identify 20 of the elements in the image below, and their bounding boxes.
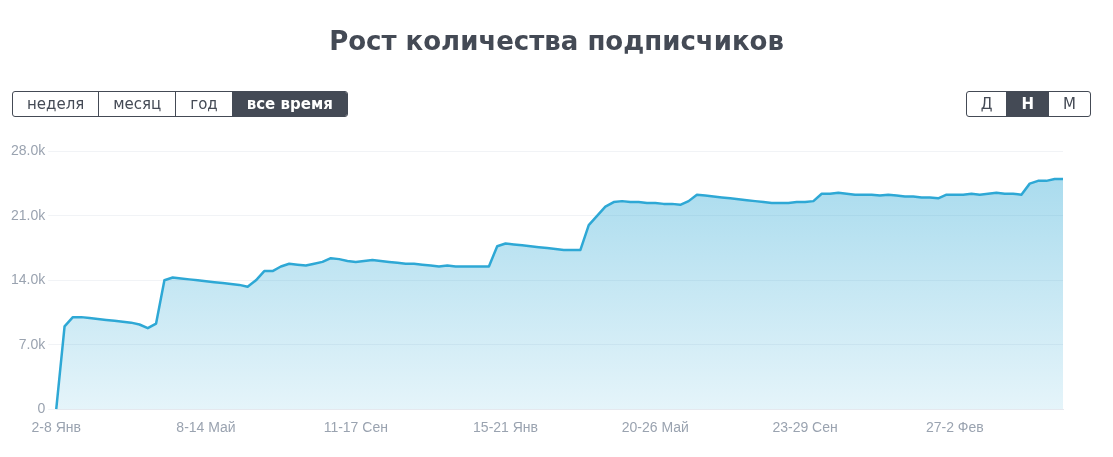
- x-tick-label: 27-2 Фев: [925, 419, 984, 436]
- y-tick-label: 28.0k: [11, 142, 47, 159]
- text: неделя: [26, 94, 86, 115]
- y-tick-label: 7.0k: [18, 335, 47, 352]
- x-tick-label: 11-17 Сен: [323, 419, 388, 436]
- x-tick-label: 20-26 Май: [621, 419, 689, 436]
- text: Н: [1006, 92, 1049, 116]
- text: Д: [979, 94, 994, 115]
- chart-title: Рост количества подписчиков: [328, 26, 785, 56]
- text: месяц: [98, 92, 176, 116]
- x-tick-label: 23-29 Сен: [772, 419, 838, 436]
- text: год: [175, 92, 232, 116]
- x-tick-label: 15-21 Янв: [473, 419, 539, 436]
- text: М: [1048, 92, 1090, 116]
- y-tick-label: 21.0k: [11, 206, 47, 223]
- text: все время: [231, 92, 347, 116]
- x-tick-label: 8-14 Май: [176, 419, 236, 436]
- y-tick-label: 14.0k: [11, 271, 47, 288]
- y-tick-label: 0: [37, 400, 46, 417]
- x-tick-label: 2-8 Янв: [31, 419, 81, 436]
